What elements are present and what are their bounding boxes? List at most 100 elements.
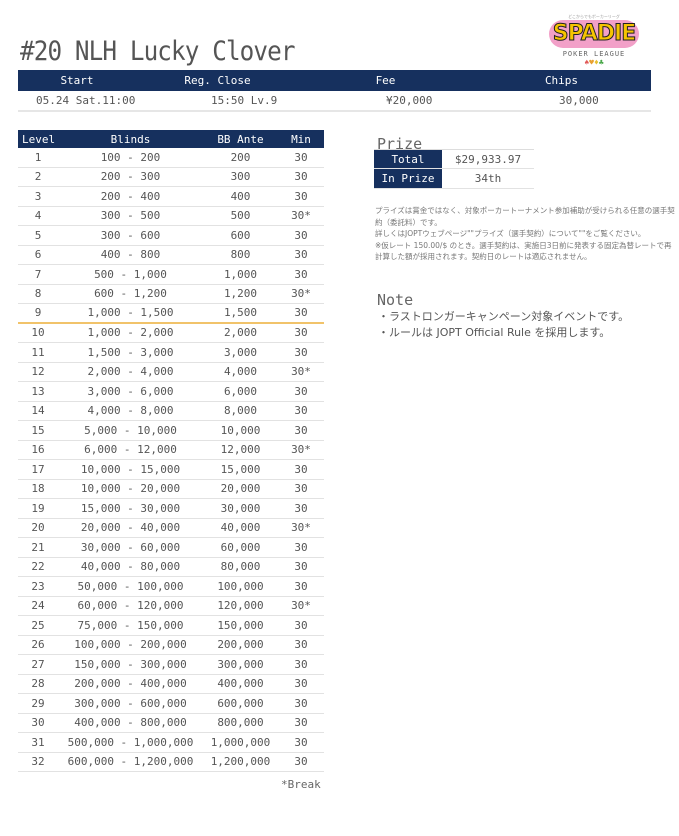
- blinds-cell: 1,000 - 2,000: [87, 326, 174, 340]
- min-cell: 30*: [291, 521, 311, 535]
- blinds-cell: 50,000 - 100,000: [77, 579, 184, 593]
- blind-level-row: 6 400 - 800 800 30: [18, 246, 324, 265]
- min-cell: 30: [294, 755, 308, 769]
- min-cell: 30: [294, 189, 308, 203]
- min-cell: 30: [294, 618, 308, 632]
- blinds-cell: 100,000 - 200,000: [74, 638, 187, 652]
- header-level: Level: [22, 132, 56, 146]
- logo-wordmark: SPADIE: [552, 21, 636, 47]
- blind-level-row: 32 600,000 - 1,200,000 1,200,000 30: [18, 753, 324, 772]
- min-cell: 30*: [291, 443, 311, 457]
- ante-cell: 300,000: [217, 657, 264, 671]
- ante-cell: 20,000: [220, 482, 261, 496]
- min-cell: 30*: [291, 599, 311, 613]
- min-cell: 30: [294, 638, 308, 652]
- level-cell: 18: [31, 482, 45, 496]
- level-cell: 2: [34, 170, 42, 184]
- level-cell: 15: [31, 423, 45, 437]
- blind-level-row: 12 2,000 - 4,000 4,000 30*: [18, 363, 324, 382]
- blind-level-row: 22 40,000 - 80,000 80,000 30: [18, 558, 324, 577]
- level-cell: 5: [34, 228, 42, 242]
- prize-in-prize-row: In Prize 34th: [374, 169, 534, 189]
- ante-cell: 3,000: [223, 345, 258, 359]
- ante-cell: 10,000: [220, 423, 261, 437]
- min-cell: 30*: [291, 209, 311, 223]
- blinds-cell: 500 - 1,000: [94, 267, 167, 281]
- min-cell: 30: [294, 579, 308, 593]
- disclaimer-line: 詳しくはJOPTウェブページ""プライズ（選手契約）について""をご覧ください。: [375, 229, 646, 238]
- blinds-cell: 75,000 - 150,000: [77, 618, 184, 632]
- blind-level-row: 4 300 - 500 500 30*: [18, 207, 324, 226]
- blinds-cell: 300 - 600: [100, 228, 161, 242]
- fee-value: ¥20,000: [386, 94, 433, 107]
- ante-cell: 400: [230, 189, 251, 203]
- header-start: Start: [60, 74, 94, 87]
- prize-table: Total $29,933.97 In Prize 34th: [374, 149, 534, 189]
- header-reg-close: Reg. Close: [184, 74, 251, 87]
- min-cell: 30: [294, 540, 308, 554]
- level-cell: 31: [31, 735, 45, 749]
- blind-level-row: 5 300 - 600 600 30: [18, 226, 324, 246]
- break-note: *Break: [281, 778, 321, 791]
- blind-level-row: 24 60,000 - 120,000 120,000 30*: [18, 597, 324, 616]
- blind-level-row: 31 500,000 - 1,000,000 1,000,000 30: [18, 733, 324, 753]
- blind-level-row: 27 150,000 - 300,000 300,000 30: [18, 655, 324, 675]
- blind-level-row: 30 400,000 - 800,000 800,000 30: [18, 714, 324, 733]
- min-cell: 30: [294, 306, 308, 320]
- level-cell: 22: [31, 560, 45, 574]
- blinds-cell: 150,000 - 300,000: [74, 657, 187, 671]
- logo-tagline: どこからでもポーカーリーグ: [568, 14, 620, 19]
- ante-cell: 8,000: [223, 404, 258, 418]
- in-prize-label: In Prize: [374, 169, 442, 188]
- blind-level-row: 13 3,000 - 6,000 6,000 30: [18, 382, 324, 402]
- level-cell: 26: [31, 638, 45, 652]
- ante-cell: 800,000: [217, 716, 264, 730]
- min-cell: 30: [294, 735, 308, 749]
- ante-cell: 400,000: [217, 677, 264, 691]
- tournament-info-table: Start Reg. Close Fee Chips 05.24 Sat.11:…: [18, 70, 651, 112]
- spadie-logo: どこからでもポーカーリーグ SPADIE POKER LEAGUE ♠♥♦♣: [543, 14, 645, 70]
- ante-cell: 600: [230, 228, 251, 242]
- header-blinds: Blinds: [110, 132, 151, 146]
- header-chips: Chips: [544, 74, 579, 87]
- level-cell: 10: [31, 326, 45, 340]
- blinds-cell: 400 - 800: [100, 248, 161, 262]
- prize-title: Prize: [377, 135, 423, 153]
- blinds-cell: 3,000 - 6,000: [87, 384, 174, 398]
- ante-cell: 1,200: [223, 287, 258, 301]
- blinds-cell: 200 - 300: [100, 170, 161, 184]
- note-list: ・ラストロンガーキャンペーン対象イベントです。 ・ルールは JOPT Offic…: [378, 309, 629, 341]
- min-cell: 30*: [291, 365, 311, 379]
- blind-level-row: 10 1,000 - 2,000 2,000 30: [18, 324, 324, 343]
- ante-cell: 40,000: [220, 521, 261, 535]
- level-cell: 12: [31, 365, 45, 379]
- blinds-cell: 60,000 - 120,000: [77, 599, 184, 613]
- blinds-cell: 2,000 - 4,000: [87, 365, 174, 379]
- blind-level-row: 23 50,000 - 100,000 100,000 30: [18, 577, 324, 597]
- blind-level-row: 14 4,000 - 8,000 8,000 30: [18, 402, 324, 421]
- blinds-cell: 200,000 - 400,000: [74, 677, 187, 691]
- note-title: Note: [377, 291, 414, 309]
- blinds-cell: 10,000 - 15,000: [80, 462, 181, 476]
- blinds-cell: 400,000 - 800,000: [74, 716, 187, 730]
- disclaimer-line: プライズは賞金ではなく、対象ポーカートーナメント参加補助が受けられる任意の選手契…: [375, 206, 675, 227]
- min-cell: 30: [294, 404, 308, 418]
- min-cell: 30: [294, 462, 308, 476]
- ante-cell: 1,200,000: [210, 755, 271, 769]
- min-cell: 30: [294, 677, 308, 691]
- level-cell: 23: [31, 579, 45, 593]
- blinds-cell: 5,000 - 10,000: [84, 423, 177, 437]
- reg-close-value: 15:50 Lv.9: [211, 94, 278, 107]
- blind-level-row: 9 1,000 - 1,500 1,500 30: [18, 304, 324, 324]
- ante-cell: 150,000: [217, 618, 264, 632]
- blind-level-row: 1 100 - 200 200 30: [18, 148, 324, 168]
- min-cell: 30: [294, 696, 308, 710]
- blind-level-row: 16 6,000 - 12,000 12,000 30*: [18, 441, 324, 460]
- min-cell: 30: [294, 326, 308, 340]
- ante-cell: 300: [230, 170, 251, 184]
- min-cell: 30: [294, 560, 308, 574]
- ante-cell: 60,000: [220, 540, 261, 554]
- level-cell: 1: [34, 150, 42, 164]
- blind-level-row: 17 10,000 - 15,000 15,000 30: [18, 460, 324, 480]
- level-cell: 25: [31, 618, 45, 632]
